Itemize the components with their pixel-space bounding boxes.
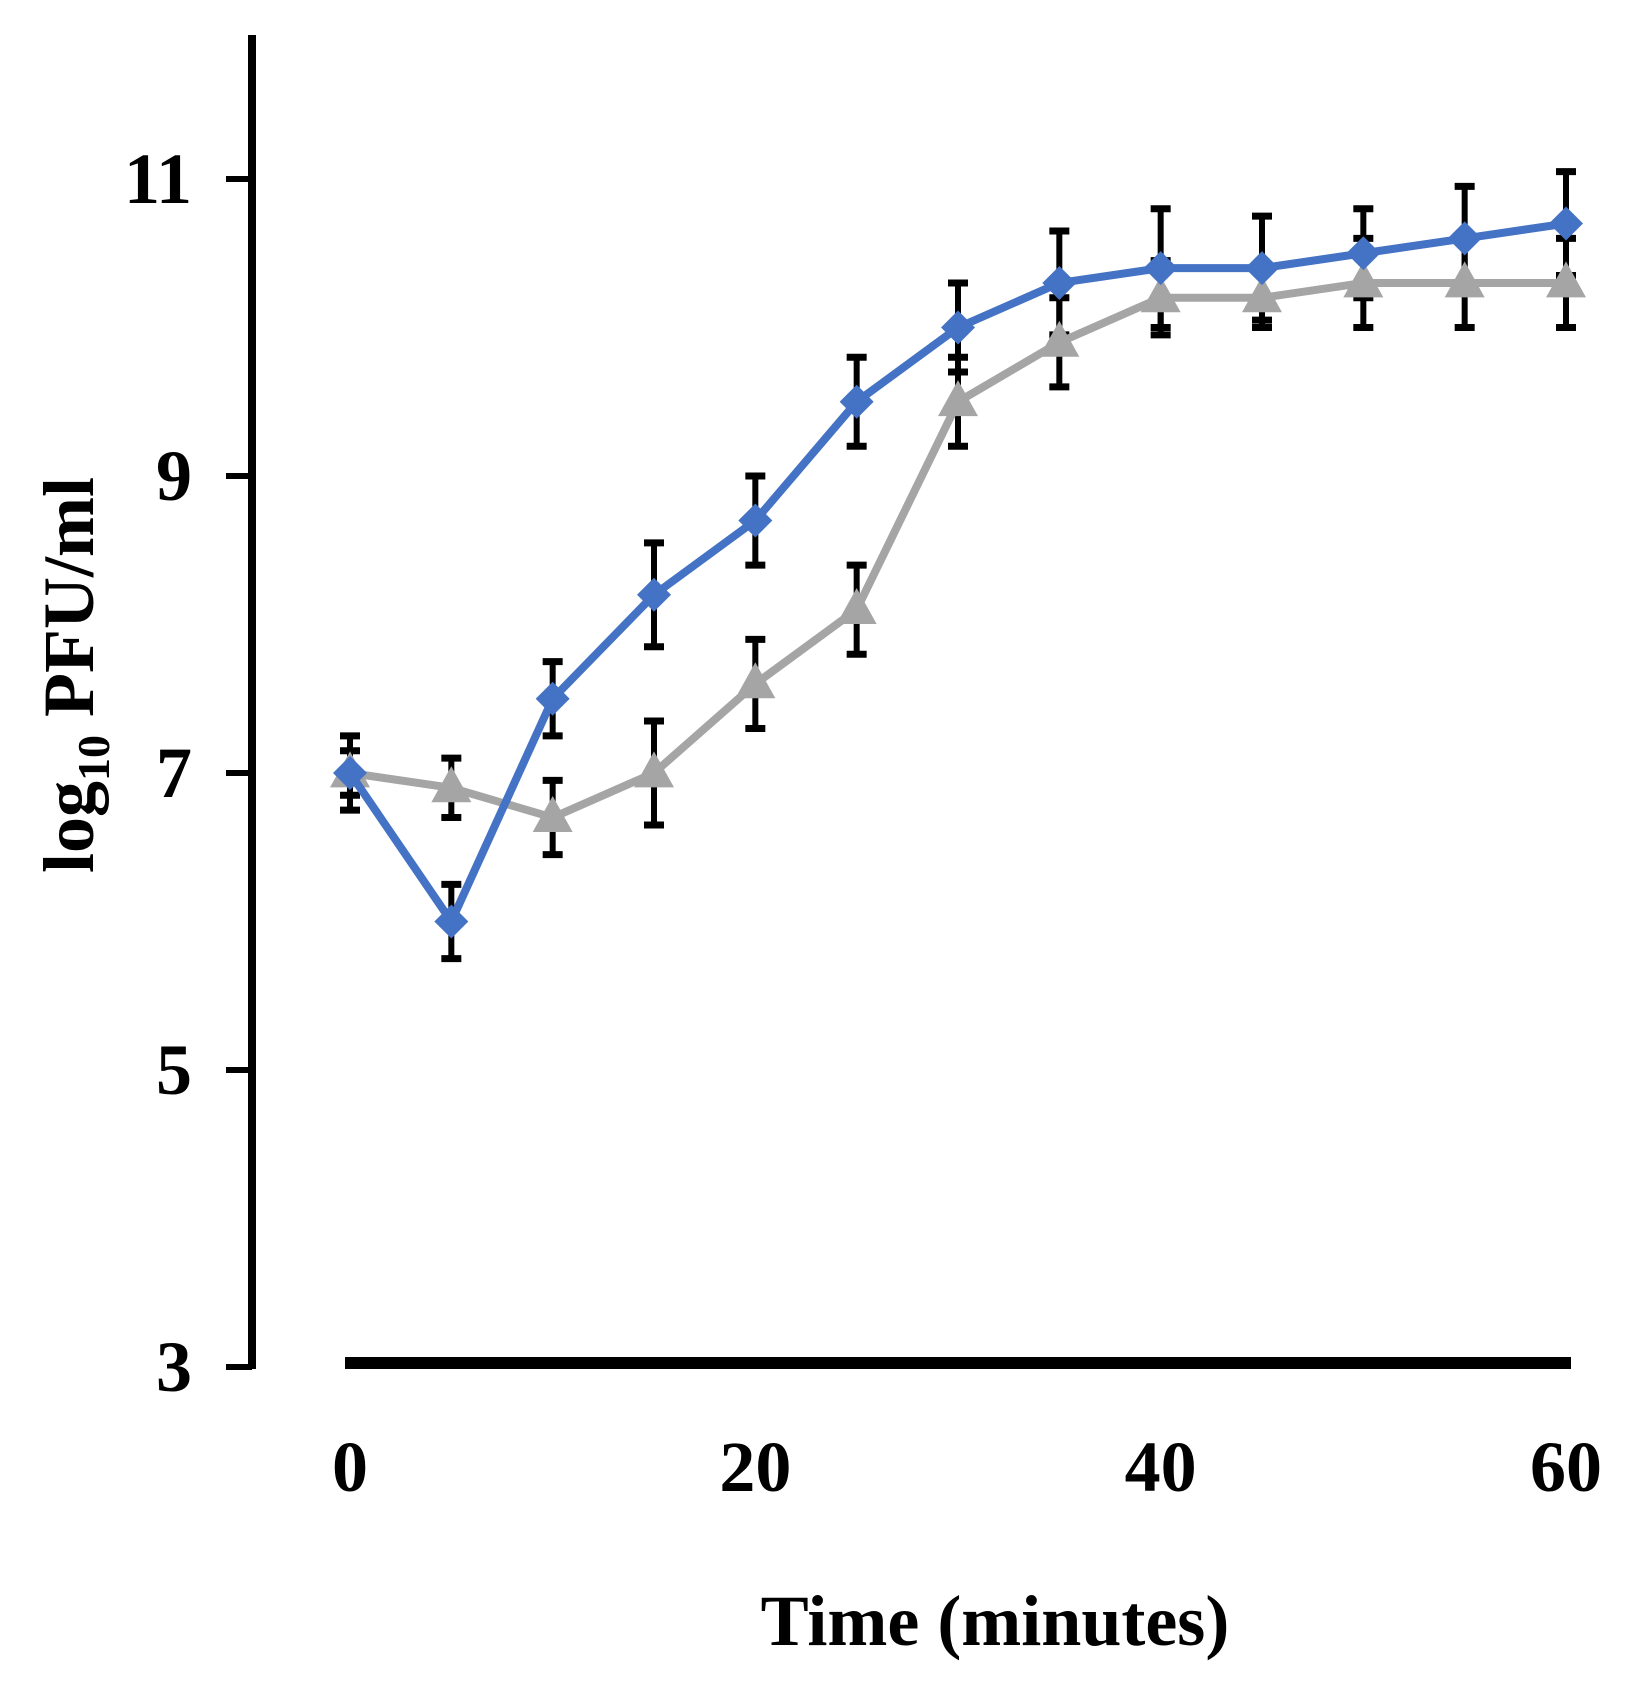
data-point <box>1346 236 1381 271</box>
data-point <box>938 380 978 417</box>
data-point <box>735 662 776 699</box>
tick-labels: 3 5 7 9 11 0 20 40 60 <box>124 139 1602 1507</box>
data-point <box>1546 261 1586 298</box>
y-axis-title: log10 PFU/ml <box>29 477 119 873</box>
data-point <box>738 503 773 538</box>
data-point <box>1140 276 1181 313</box>
data-point <box>941 310 975 345</box>
series-gray <box>330 261 1586 832</box>
series-blue <box>333 206 1583 939</box>
data-point <box>1039 320 1080 357</box>
y-axis-title-prefix: log <box>29 781 109 873</box>
data-point <box>836 588 877 625</box>
x-tick-label: 20 <box>719 1427 791 1507</box>
data-point <box>1447 221 1482 256</box>
x-axis-title: Time (minutes) <box>761 1581 1230 1661</box>
data-point <box>1242 276 1282 313</box>
y-tick-label: 5 <box>156 1030 192 1110</box>
data-point <box>637 577 671 612</box>
data-point <box>434 904 469 939</box>
y-tick-label: 7 <box>156 733 192 813</box>
error-bars <box>340 168 1576 963</box>
x-tick-label: 60 <box>1530 1427 1602 1507</box>
y-tick-label: 9 <box>156 436 192 516</box>
data-point <box>1042 265 1077 300</box>
series-layer <box>330 168 1586 963</box>
data-point <box>1444 261 1485 298</box>
data-point <box>532 795 573 832</box>
y-axis-title-suffix: PFU/ml <box>29 477 109 735</box>
data-point <box>1549 206 1583 241</box>
axes <box>226 35 256 1370</box>
data-point <box>535 681 570 716</box>
y-tick-label: 3 <box>156 1327 192 1407</box>
x-tick-label: 0 <box>332 1427 368 1507</box>
x-tick-label: 40 <box>1125 1427 1197 1507</box>
data-point <box>1143 251 1178 286</box>
data-point <box>1245 251 1279 286</box>
data-point <box>1343 261 1384 298</box>
data-point <box>431 766 472 803</box>
data-point <box>634 751 674 788</box>
data-point <box>333 756 367 790</box>
y-tick-label: 11 <box>124 139 192 219</box>
data-point <box>839 384 874 419</box>
y-axis-title-subscript: 10 <box>68 735 119 781</box>
